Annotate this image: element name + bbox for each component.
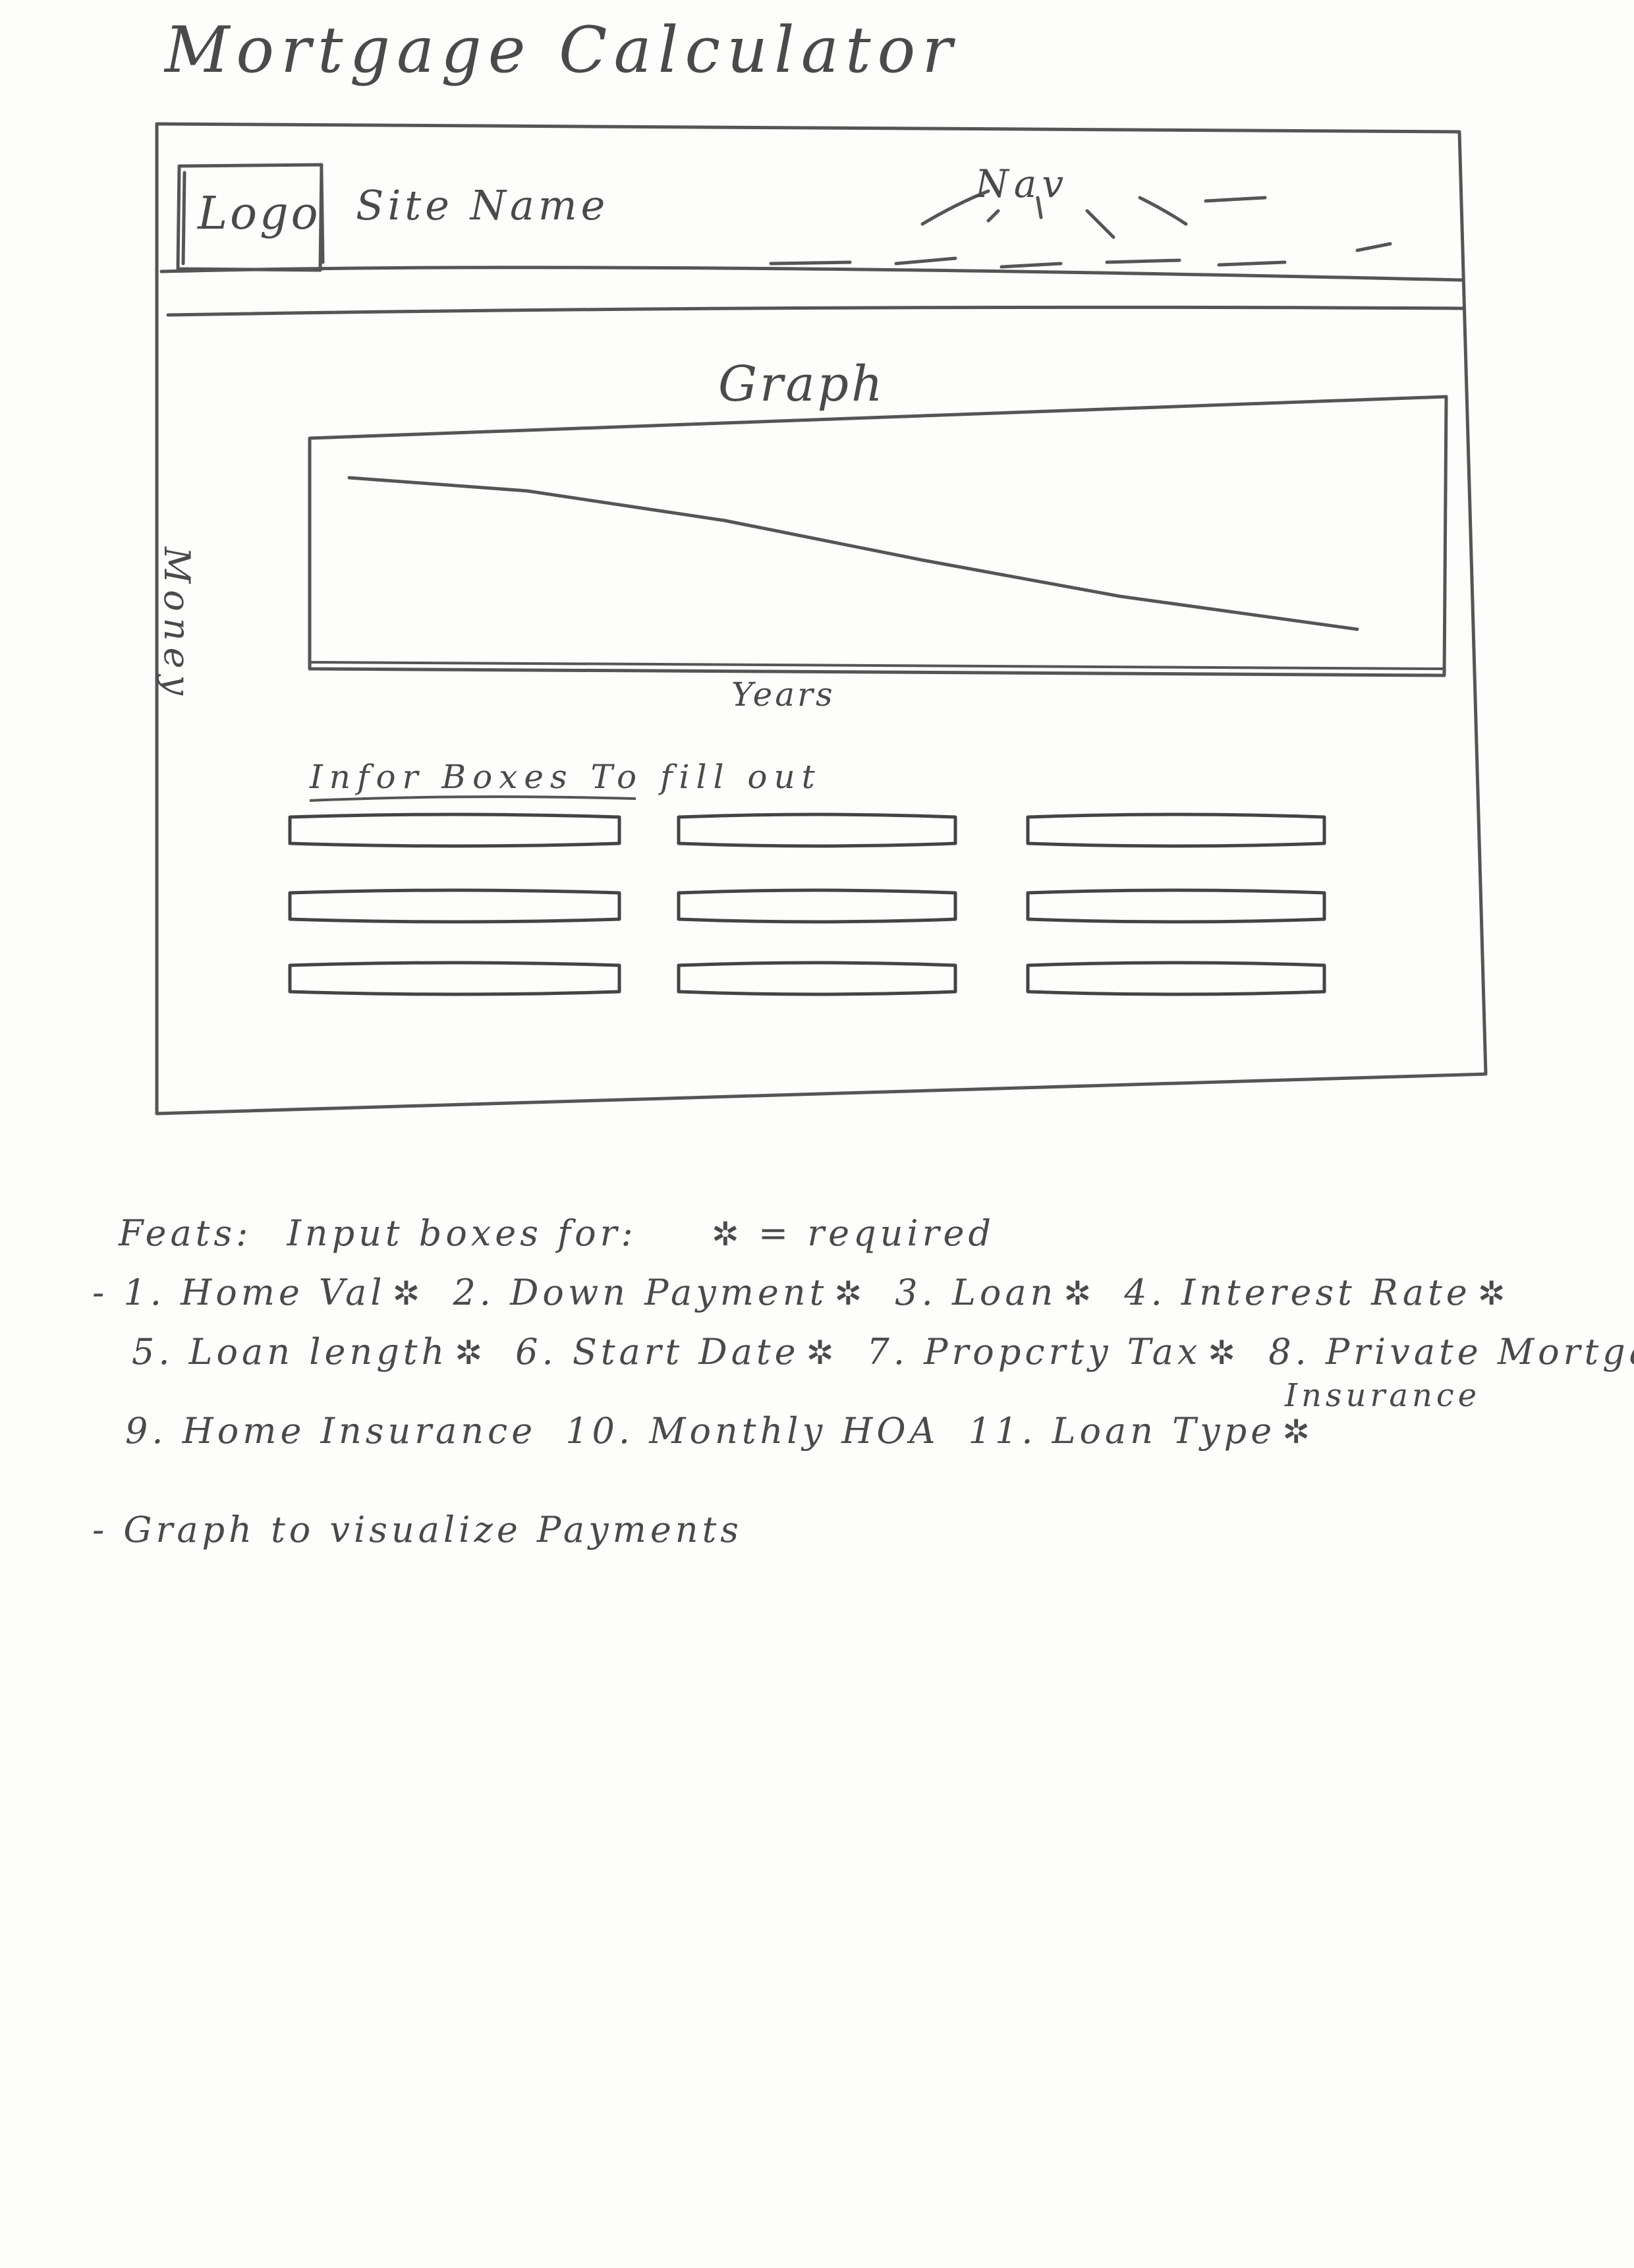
feature-row-2-continuation: Insurance — [1285, 1377, 1481, 1414]
info-boxes-label: Infor Boxes To fill out — [310, 758, 822, 796]
feature-row-1: - 1. Home Val ✲ 2. Down Payment ✲ 3. Loan ✲ 4.… — [92, 1272, 1538, 1313]
input-box[interactable] — [288, 961, 621, 996]
required-star-icon: ✲ — [806, 1334, 838, 1372]
logo-label: Logo — [198, 188, 321, 240]
required-star-icon: ✲ — [392, 1274, 424, 1313]
page-title: Mortgage Calculator — [165, 13, 959, 87]
input-box[interactable] — [1026, 961, 1326, 996]
feature-item: 8. Private Mortgage — [1268, 1331, 1634, 1373]
feats-label: Feats: — [119, 1212, 252, 1254]
x-axis-label: Years — [731, 675, 835, 714]
required-star-icon: ✲ — [1063, 1274, 1096, 1313]
feature-item: 10. Monthly HOA — [565, 1410, 940, 1452]
required-star-icon: ✲ — [455, 1334, 487, 1372]
input-box[interactable] — [1026, 888, 1326, 924]
page-frame — [155, 122, 1488, 1116]
feature-item: 3. Loan ✲ — [895, 1272, 1096, 1313]
input-box[interactable] — [677, 812, 957, 848]
graph-title: Graph — [718, 356, 886, 412]
graph-line — [347, 476, 1359, 631]
input-box[interactable] — [1026, 812, 1326, 848]
info-boxes-underline — [309, 795, 636, 802]
y-axis-label: Money — [156, 547, 198, 702]
graph-note: - Graph to visualize Payments — [92, 1509, 743, 1550]
required-star-icon: ✲ — [1282, 1413, 1314, 1451]
feature-row-3: 9. Home Insurance 10. Monthly HOA 11. Loan… — [125, 1410, 1343, 1452]
required-star-icon: ✲ — [711, 1215, 743, 1253]
input-box[interactable] — [288, 812, 621, 848]
input-box[interactable] — [677, 961, 957, 996]
feature-item: 7. Propcrty Tax ✲ — [866, 1331, 1240, 1373]
header-divider — [159, 266, 1463, 282]
input-box[interactable] — [288, 888, 621, 924]
feature-item: 2. Down Payment ✲ — [453, 1272, 866, 1313]
feature-item: 11. Loan Type ✲ — [968, 1410, 1314, 1452]
feature-item: 4. Interest Rate ✲ — [1124, 1272, 1509, 1313]
required-star-icon: ✲ — [1477, 1274, 1509, 1313]
nav-label: Nav — [975, 161, 1069, 206]
feature-item: - 1. Home Val ✲ — [92, 1272, 424, 1313]
feats-intro: Input boxes for: — [287, 1212, 637, 1254]
required-key: ✲ = required — [711, 1212, 996, 1254]
site-name: Site Name — [356, 181, 609, 229]
feature-row-2: 5. Loan length ✲ 6. Start Date ✲ 7. Propcrty… — [132, 1331, 1634, 1373]
logo-box — [176, 163, 324, 272]
feature-item: 5. Loan length ✲ — [132, 1331, 487, 1373]
feature-item: 6. Start Date ✲ — [515, 1331, 838, 1373]
feats-line: Feats: Input boxes for: ✲ = required — [119, 1212, 995, 1254]
required-star-icon: ✲ — [834, 1274, 866, 1313]
input-box[interactable] — [677, 888, 957, 924]
required-star-icon: ✲ — [1208, 1334, 1240, 1372]
feature-item: 9. Home Insurance — [125, 1410, 537, 1452]
graph-box — [308, 395, 1448, 677]
nav-strokes — [769, 189, 1392, 269]
graph-axis — [308, 440, 1444, 670]
